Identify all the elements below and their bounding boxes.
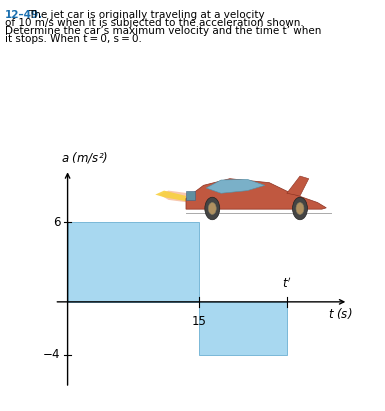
Bar	[199, 302, 287, 355]
Bar	[68, 222, 199, 302]
Circle shape	[205, 197, 220, 220]
Bar	[186, 191, 195, 200]
Circle shape	[296, 203, 304, 215]
Text: 15: 15	[192, 315, 207, 328]
Circle shape	[208, 203, 216, 215]
Text: $t$ (s): $t$ (s)	[328, 306, 353, 321]
Polygon shape	[206, 179, 265, 193]
Polygon shape	[160, 191, 189, 203]
Text: $-4$: $-4$	[42, 349, 60, 361]
Text: $t'$: $t'$	[282, 277, 291, 291]
Text: it stops. When t = 0, s = 0.: it stops. When t = 0, s = 0.	[5, 34, 142, 44]
Polygon shape	[186, 179, 326, 209]
Text: $a$ (m/s²): $a$ (m/s²)	[60, 150, 108, 166]
Text: of 10 m/s when it is subjected to the acceleration shown.: of 10 m/s when it is subjected to the ac…	[5, 18, 304, 28]
Text: 12–49.: 12–49.	[5, 10, 43, 20]
Text: Determine the car’s maximum velocity and the time t’ when: Determine the car’s maximum velocity and…	[5, 26, 321, 36]
Polygon shape	[155, 191, 186, 201]
Text: The jet car is originally traveling at a velocity: The jet car is originally traveling at a…	[28, 10, 264, 20]
Text: 6: 6	[53, 216, 60, 229]
Circle shape	[293, 197, 308, 220]
Polygon shape	[287, 176, 309, 196]
